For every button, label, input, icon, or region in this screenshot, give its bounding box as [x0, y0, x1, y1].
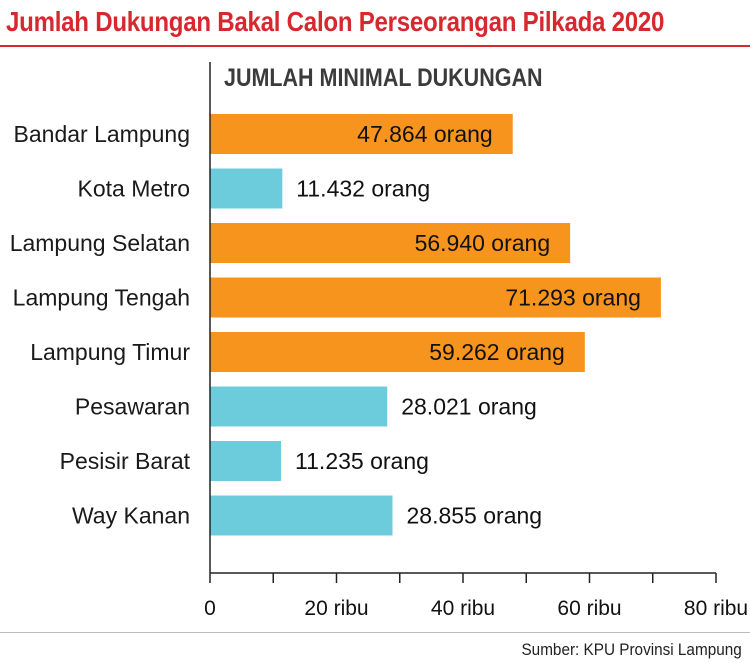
- value-label: 28.021 orang: [401, 394, 537, 420]
- value-label: 11.235 orang: [295, 448, 429, 474]
- x-tick-label: 40 ribu: [431, 597, 495, 620]
- value-label: 56.940 orang: [415, 230, 551, 256]
- bar-lampung-timur: [210, 332, 585, 372]
- chart-subtitle: JUMLAH MINIMAL DUKUNGAN: [224, 64, 543, 92]
- labels-layer: Bandar Lampung 47.864 orang Kota Metro 11.4…: [10, 121, 641, 529]
- category-label: Bandar Lampung: [14, 121, 190, 147]
- x-tick-label: 60 ribu: [557, 597, 621, 620]
- x-tick-label: 0: [204, 597, 216, 620]
- value-label: 71.293 orang: [505, 285, 641, 311]
- category-label: Lampung Tengah: [13, 285, 190, 311]
- value-label: 11.432 orang: [296, 176, 430, 202]
- bar-pesisir-barat: [210, 441, 282, 481]
- category-label: Kota Metro: [78, 176, 191, 202]
- value-label: 28.855 orang: [407, 503, 543, 529]
- source-note: Sumber: KPU Provinsi Lampung: [521, 640, 742, 659]
- value-label: 47.864 orang: [357, 121, 493, 147]
- bar-lampung-selatan: [210, 223, 571, 263]
- bar-lampung-tengah: [210, 277, 661, 318]
- category-label: Pesawaran: [75, 394, 190, 420]
- title-divider: [0, 45, 750, 47]
- bar-way-kanan: [210, 495, 393, 536]
- category-label: Pesisir Barat: [60, 448, 191, 474]
- bars-layer: [210, 114, 661, 536]
- value-label: 59.262 orang: [429, 339, 565, 365]
- category-label: Lampung Selatan: [10, 230, 190, 256]
- category-label: Lampung Timur: [30, 339, 190, 365]
- x-axis: 0 20 ribu 40 ribu 60 ribu 80 ribu: [204, 62, 748, 620]
- chart-title: Jumlah Dukungan Bakal Calon Perseorangan…: [6, 6, 665, 37]
- x-tick-label: 20 ribu: [304, 597, 368, 620]
- bar-pesawaran: [210, 386, 388, 427]
- x-tick-label: 80 ribu: [684, 597, 748, 620]
- footer-divider: [0, 632, 750, 633]
- category-label: Way Kanan: [72, 503, 190, 529]
- bar-kota-metro: [210, 168, 283, 209]
- bar-bandar-lampung: [210, 114, 513, 154]
